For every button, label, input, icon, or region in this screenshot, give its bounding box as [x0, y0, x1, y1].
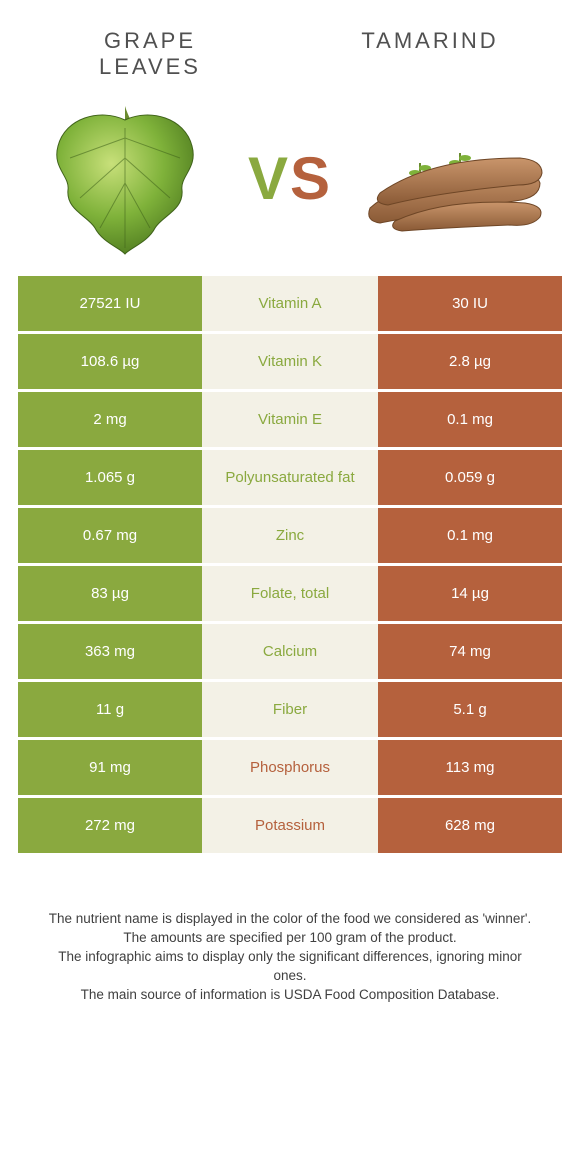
table-row: 2 mgVitamin E0.1 mg — [18, 392, 562, 447]
footnote-line: The main source of information is USDA F… — [40, 986, 540, 1004]
tamarind-icon — [360, 98, 550, 258]
right-value: 5.1 g — [378, 682, 562, 737]
table-row: 108.6 µgVitamin K2.8 µg — [18, 334, 562, 389]
nutrient-name: Polyunsaturated fat — [202, 450, 378, 505]
left-value: 11 g — [18, 682, 202, 737]
left-value: 27521 IU — [18, 276, 202, 331]
left-value: 83 µg — [18, 566, 202, 621]
table-row: 83 µgFolate, total14 µg — [18, 566, 562, 621]
left-food-title: Grape leaves — [60, 28, 240, 80]
table-row: 27521 IUVitamin A30 IU — [18, 276, 562, 331]
nutrient-name: Vitamin E — [202, 392, 378, 447]
left-value: 272 mg — [18, 798, 202, 853]
right-value: 0.1 mg — [378, 508, 562, 563]
hero-row: VS — [0, 90, 580, 276]
vs-label: VS — [248, 144, 332, 213]
vs-s: S — [290, 145, 332, 212]
vs-v: V — [248, 145, 290, 212]
comparison-table: 27521 IUVitamin A30 IU108.6 µgVitamin K2… — [0, 276, 580, 853]
left-value: 363 mg — [18, 624, 202, 679]
right-value: 2.8 µg — [378, 334, 562, 389]
header: Grape leaves Tamarind — [0, 0, 580, 90]
table-row: 0.67 mgZinc0.1 mg — [18, 508, 562, 563]
grape-leaf-icon — [30, 98, 220, 258]
footnote-line: The nutrient name is displayed in the co… — [40, 910, 540, 928]
nutrient-name: Vitamin K — [202, 334, 378, 389]
table-row: 1.065 gPolyunsaturated fat0.059 g — [18, 450, 562, 505]
footnote-line: The amounts are specified per 100 gram o… — [40, 929, 540, 947]
nutrient-name: Zinc — [202, 508, 378, 563]
footnote-line: The infographic aims to display only the… — [40, 948, 540, 984]
right-value: 628 mg — [378, 798, 562, 853]
left-value: 108.6 µg — [18, 334, 202, 389]
left-value: 0.67 mg — [18, 508, 202, 563]
nutrient-name: Folate, total — [202, 566, 378, 621]
right-value: 0.1 mg — [378, 392, 562, 447]
left-value: 2 mg — [18, 392, 202, 447]
nutrient-name: Fiber — [202, 682, 378, 737]
right-value: 74 mg — [378, 624, 562, 679]
right-value: 14 µg — [378, 566, 562, 621]
table-row: 363 mgCalcium74 mg — [18, 624, 562, 679]
right-food-title: Tamarind — [340, 28, 520, 80]
nutrient-name: Vitamin A — [202, 276, 378, 331]
right-value: 0.059 g — [378, 450, 562, 505]
footnotes: The nutrient name is displayed in the co… — [0, 856, 580, 1004]
nutrient-name: Potassium — [202, 798, 378, 853]
right-value: 30 IU — [378, 276, 562, 331]
table-row: 272 mgPotassium628 mg — [18, 798, 562, 853]
nutrient-name: Phosphorus — [202, 740, 378, 795]
table-row: 11 gFiber5.1 g — [18, 682, 562, 737]
nutrient-name: Calcium — [202, 624, 378, 679]
right-value: 113 mg — [378, 740, 562, 795]
left-value: 91 mg — [18, 740, 202, 795]
table-row: 91 mgPhosphorus113 mg — [18, 740, 562, 795]
left-value: 1.065 g — [18, 450, 202, 505]
